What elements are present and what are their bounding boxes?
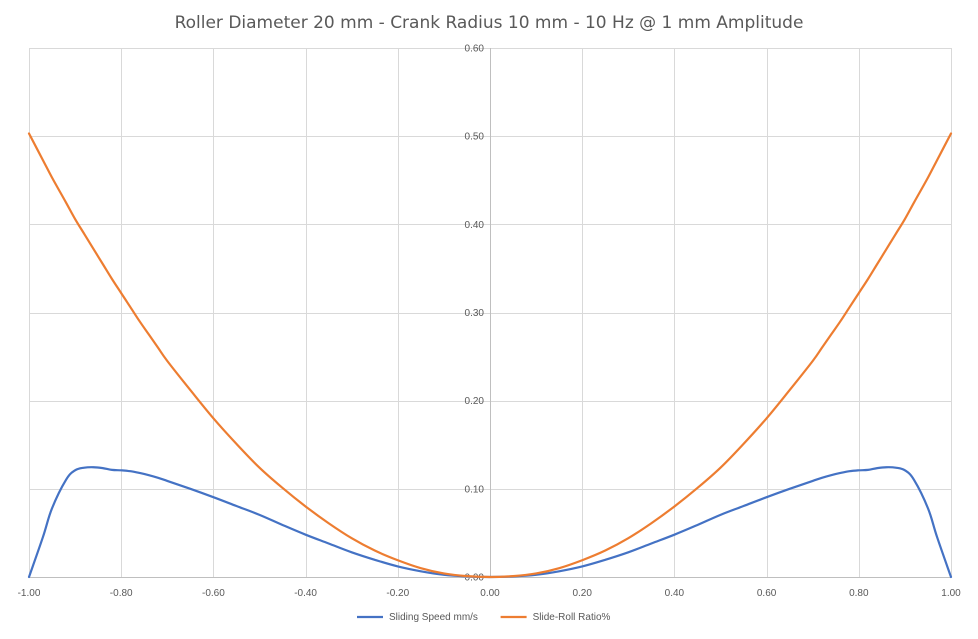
x-tick-label: 0.80: [849, 588, 869, 599]
x-tick-label: -0.20: [386, 588, 409, 599]
x-tick-label: 0.20: [572, 588, 592, 599]
y-tick-label: 0.30: [465, 308, 485, 319]
chart-title: Roller Diameter 20 mm - Crank Radius 10 …: [175, 13, 804, 33]
x-tick-label: -0.40: [294, 588, 317, 599]
y-tick-label: 0.10: [465, 484, 485, 495]
legend: Sliding Speed mm/s Slide-Roll Ratio%: [357, 612, 611, 623]
series-lines: [27, 132, 953, 579]
x-tick-label: 0.60: [757, 588, 777, 599]
x-tick-label: 0.40: [665, 588, 685, 599]
x-tick-label: 1.00: [941, 588, 961, 599]
series-line-slide-roll-ratio: [27, 132, 953, 579]
x-tick-label: -0.60: [202, 588, 225, 599]
x-tick-label: -1.00: [18, 588, 41, 599]
y-tick-label: 0.40: [465, 220, 485, 231]
axes: -1.00 -0.80 -0.60 -0.40 -0.20 0.00 0.20 0.40 0.6…: [18, 44, 962, 600]
legend-label-sliding-speed: Sliding Speed mm/s: [389, 612, 478, 623]
y-tick-label: 0.60: [465, 44, 485, 55]
x-tick-label: -0.80: [110, 588, 133, 599]
x-tick-label: 0.00: [480, 588, 500, 599]
y-tick-label: 0.20: [465, 396, 485, 407]
legend-label-slide-roll-ratio: Slide-Roll Ratio%: [533, 612, 611, 623]
y-tick-label: 0.50: [465, 132, 485, 143]
